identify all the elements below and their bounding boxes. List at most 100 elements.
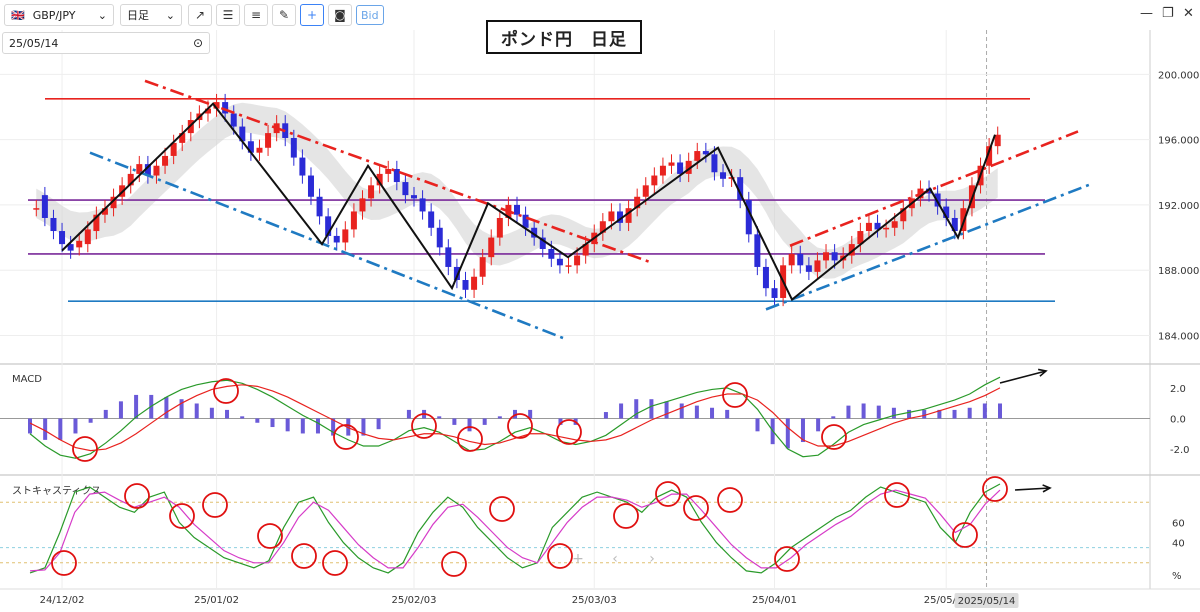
candle-body xyxy=(179,133,186,143)
highlight-circle xyxy=(441,551,467,577)
y-tick-label: 188.000 xyxy=(1158,266,1199,277)
candle-body xyxy=(67,244,74,251)
candle-body xyxy=(960,208,967,232)
symbol-selector[interactable]: 🇬🇧 GBP/JPY ⌄ xyxy=(4,4,114,26)
candle-body xyxy=(737,177,744,201)
highlight-circle xyxy=(213,378,239,404)
candle-body xyxy=(720,172,727,179)
highlight-circle xyxy=(884,482,910,508)
highlight-circle xyxy=(821,424,847,450)
list-icon: ≡ xyxy=(250,8,262,22)
macd-histogram-bar xyxy=(88,418,93,423)
candle-body xyxy=(410,195,417,199)
x-tick-label: 25/04/01 xyxy=(752,595,797,606)
candle-body xyxy=(325,216,332,236)
macd-histogram-bar xyxy=(785,418,790,449)
candle-body xyxy=(428,211,435,228)
x-tick-label: 25/01/02 xyxy=(194,595,239,606)
stochastic-label: ストキャスティクス xyxy=(12,485,101,497)
candle-body xyxy=(453,266,460,281)
candle-body xyxy=(926,188,933,194)
candle-body xyxy=(462,280,469,290)
macd-histogram-bar xyxy=(846,405,851,419)
candle-body xyxy=(574,255,581,266)
candle-body xyxy=(307,175,314,197)
macd-histogram-bar xyxy=(285,418,290,432)
candle-body xyxy=(144,164,151,176)
macd-histogram-bar xyxy=(103,409,108,419)
macd-histogram-bar xyxy=(710,407,715,419)
macd-histogram-bar xyxy=(634,399,639,419)
trendline-blue-up xyxy=(765,182,1093,311)
candle-body xyxy=(951,217,958,232)
stochastic-k-line xyxy=(29,483,1001,574)
macd-histogram-bar xyxy=(164,397,169,419)
candle-body xyxy=(831,252,838,261)
macd-histogram-bar xyxy=(982,403,987,419)
timeframe-selector[interactable]: 日足 ⌄ xyxy=(120,4,182,26)
x-tick-label: 25/05/01 xyxy=(924,595,969,606)
macd-histogram-bar xyxy=(437,416,442,419)
candle-body xyxy=(393,169,400,183)
highlight-circle xyxy=(333,424,359,450)
candle-body xyxy=(488,237,495,258)
candle-body xyxy=(239,126,246,142)
macd-y-tick: 0.0 xyxy=(1170,414,1186,425)
macd-histogram-bar xyxy=(315,418,320,434)
candle-body xyxy=(599,221,606,233)
candle-body xyxy=(797,253,804,266)
macd-label: MACD xyxy=(12,374,42,385)
candle-body xyxy=(419,198,426,212)
date-selector[interactable]: 25/05/14 ⊙ xyxy=(2,32,210,54)
flag-icon: 🇬🇧 xyxy=(11,8,25,22)
indicator-button[interactable]: ☰ xyxy=(216,4,240,26)
candle-body xyxy=(496,217,503,238)
highlight-circle xyxy=(982,476,1008,502)
trendline-tool-button[interactable]: ↗ xyxy=(188,4,212,26)
draw-tool-button[interactable]: ✎ xyxy=(272,4,296,26)
bid-button[interactable]: Bid xyxy=(356,5,384,25)
highlight-circle xyxy=(291,543,317,569)
chart-nav-icon: › xyxy=(649,551,655,567)
highlight-circle xyxy=(547,543,573,569)
macd-y-tick: -2.0 xyxy=(1170,445,1190,456)
candlesticks xyxy=(33,93,1001,307)
screenshot-button[interactable]: ◙ xyxy=(328,4,352,26)
macd-histogram-bar xyxy=(300,418,305,434)
y-tick-label: 184.000 xyxy=(1158,332,1199,343)
macd-histogram-bar xyxy=(194,403,199,419)
candle-body xyxy=(685,160,692,174)
plus-icon: + xyxy=(306,8,318,22)
candle-body xyxy=(50,217,57,232)
indicator-list-button[interactable]: ≡ xyxy=(244,4,268,26)
candle-body xyxy=(608,211,615,222)
close-icon[interactable]: ✕ xyxy=(1183,6,1194,21)
ichimoku-cloud xyxy=(36,102,998,279)
highlight-circle xyxy=(507,413,533,439)
macd-histogram-bar xyxy=(255,418,260,423)
highlight-circle xyxy=(717,487,743,513)
candle-body xyxy=(642,185,649,197)
macd-histogram-bar xyxy=(891,407,896,419)
current-date-label: 2025/05/14 xyxy=(958,596,1016,607)
candle-body xyxy=(625,208,632,223)
candle-body xyxy=(668,162,675,166)
candle-body xyxy=(316,196,323,217)
candle-body xyxy=(548,248,555,259)
restore-icon[interactable]: ❐ xyxy=(1162,6,1174,21)
macd-histogram-bar xyxy=(58,418,63,440)
candle-body xyxy=(170,142,177,156)
macd-histogram-bar xyxy=(270,418,275,428)
candle-body xyxy=(471,276,478,290)
candle-body xyxy=(677,162,684,174)
candle-body xyxy=(711,154,718,173)
trendline-red-up xyxy=(789,130,1079,247)
candle-body xyxy=(694,151,701,161)
minimize-icon[interactable]: — xyxy=(1140,6,1153,21)
candle-body xyxy=(857,231,864,245)
candle-body xyxy=(805,265,812,272)
crosshair-button[interactable]: + xyxy=(300,4,324,26)
highlight-circle xyxy=(556,419,582,445)
candle-body xyxy=(84,229,91,245)
